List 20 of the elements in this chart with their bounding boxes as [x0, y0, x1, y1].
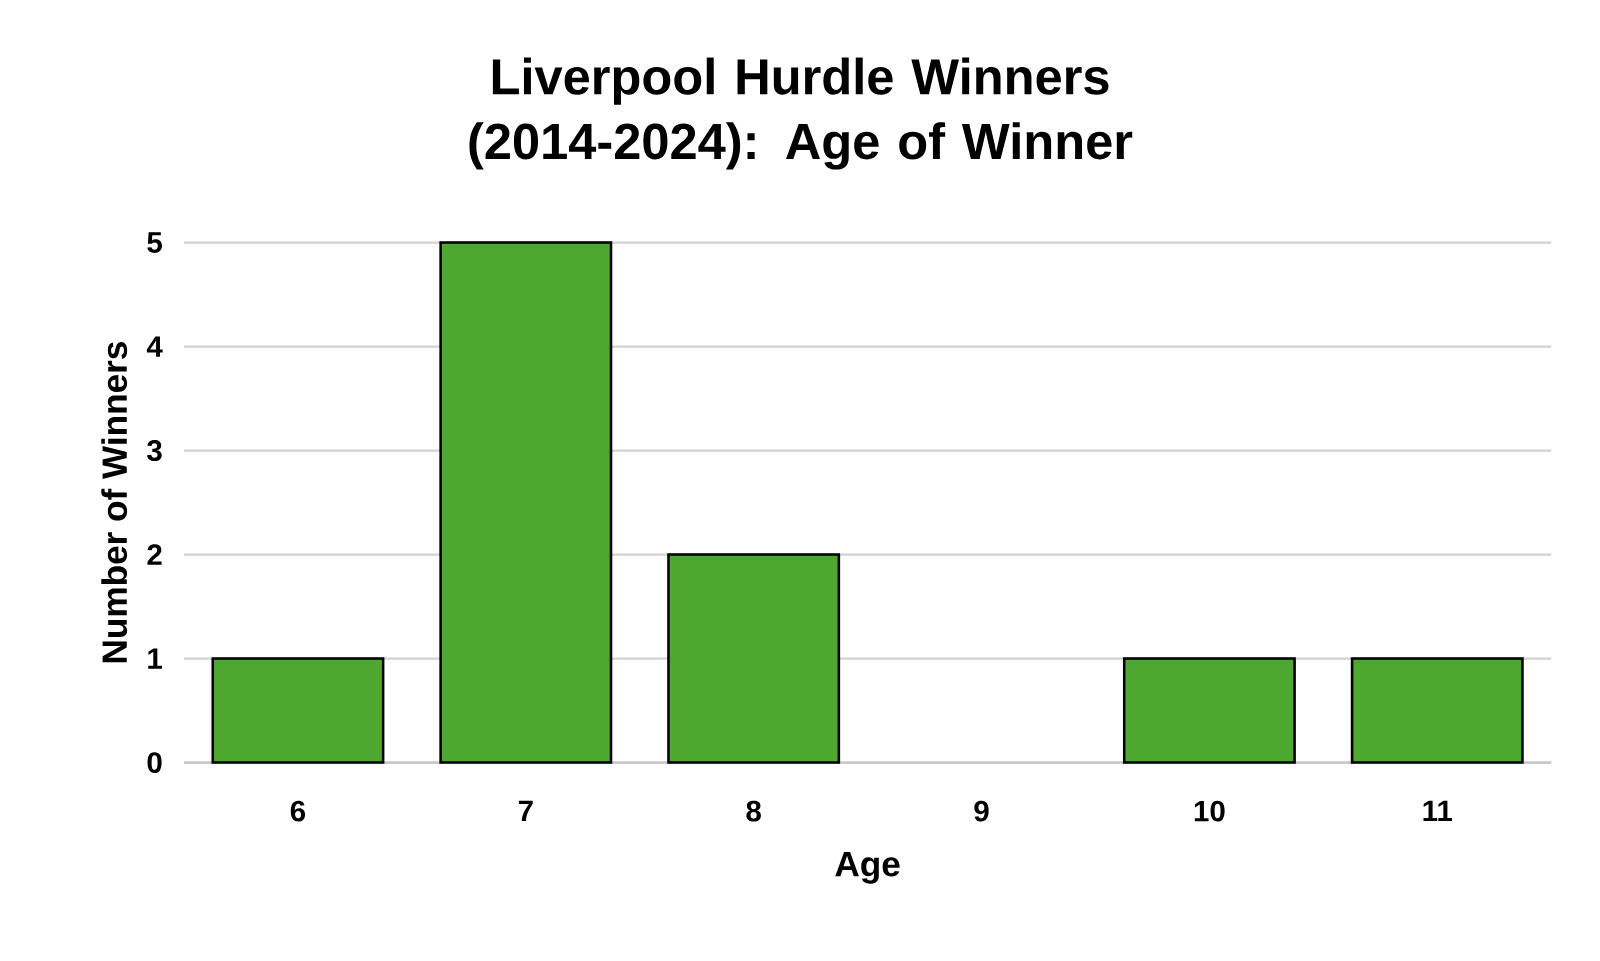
- y-tick-label: 2: [147, 544, 162, 565]
- y-tick-label: 1: [148, 648, 162, 669]
- x-tick-label: 7: [518, 800, 533, 821]
- x-tick-label: 8: [746, 800, 761, 822]
- bar: [439, 241, 613, 764]
- bar: [667, 553, 841, 764]
- y-tick-label: 5: [147, 232, 162, 253]
- bar: [1122, 657, 1296, 764]
- x-tick-label: 6: [290, 800, 306, 822]
- y-tick-label: 0: [147, 752, 162, 774]
- y-tick-label: 3: [147, 440, 162, 462]
- x-tick-label: 9: [974, 800, 989, 822]
- x-tick-label: 11: [1423, 800, 1453, 821]
- y-tick-label: 4: [146, 336, 163, 357]
- bar: [1350, 657, 1524, 764]
- bar: [211, 657, 385, 764]
- x-axis-title: Age: [835, 852, 900, 884]
- y-axis-title: Number of Winners: [101, 342, 128, 663]
- chart-title: Liverpool Hurdle Winners (2014-2024): Age of Winner: [469, 57, 1133, 170]
- x-tick-label: 10: [1194, 800, 1225, 822]
